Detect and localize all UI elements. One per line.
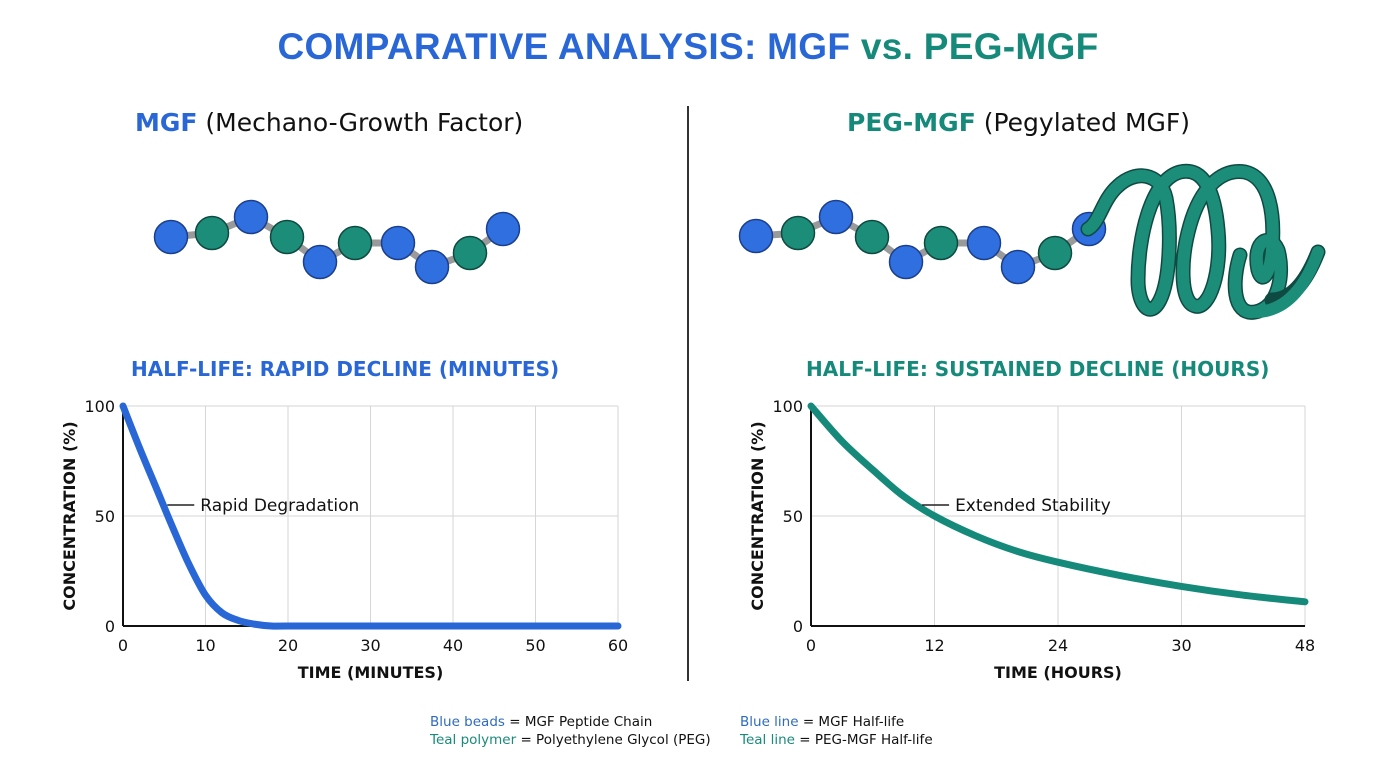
series-line [807,402,1309,606]
mgf-fullname: (Mechano-Growth Factor) [197,108,524,137]
x-tick-label: 30 [1171,636,1191,655]
legend-key: Teal polymer [430,732,517,748]
x-tick-label: 0 [806,636,816,655]
panel-divider [687,106,689,681]
mgf-subtitle: MGF (Mechano-Growth Factor) [135,108,523,137]
amino-acid-bead-blue [966,225,1002,261]
mgf-chart-title: HALF-LIFE: RAPID DECLINE (MINUTES) [131,357,560,381]
y-tick-label: 50 [783,507,803,526]
y-tick-label: 50 [95,507,115,526]
legend-key: Blue line [740,714,799,730]
mgf-name: MGF [135,108,198,137]
legend-item-blue-beads: Blue beads = MGF Peptide Chain [430,713,740,731]
y-tick-label: 0 [105,617,115,636]
amino-acid-bead-teal [923,225,959,261]
peg-polymer-coil [1080,163,1326,320]
amino-acid-bead-teal [194,215,230,251]
x-tick-label: 60 [608,636,628,655]
x-tick-label: 48 [1295,636,1315,655]
x-tick-label: 0 [118,636,128,655]
legend-key: Teal line [740,732,795,748]
amino-acid-bead-blue [818,199,854,235]
legend-key: Blue beads [430,714,505,730]
amino-acid-bead-teal [452,235,488,271]
main-title-part1: COMPARATIVE ANALYSIS: MGF [277,26,861,67]
legend-value: = Polyethylene Glycol (PEG) [516,732,711,748]
y-tick-label: 100 [84,397,115,416]
y-tick-label: 100 [772,397,803,416]
main-title-part2: vs. PEG-MGF [860,26,1099,67]
amino-acid-bead-teal [269,219,305,255]
x-tick-label: 20 [278,636,298,655]
amino-acid-bead-teal [854,219,890,255]
amino-acid-bead-teal [337,225,373,261]
y-axis-label: CONCENTRATION (%) [748,421,767,610]
mgf-half-life-chart: 0 10 20 30 40 50 60 0 50 100 TIME (MINUTES) CONCENT… [60,397,628,682]
legend-row-2: Teal polymer = Polyethylene Glycol (PEG)… [430,731,933,749]
legend-value: = PEG-MGF Half-life [794,732,933,748]
legend-row-1: Blue beads = MGF Peptide Chain Blue line… [430,713,933,731]
amino-acid-bead-blue [738,218,774,254]
amino-acid-bead-blue [414,249,450,285]
amino-acid-bead-blue [302,244,338,280]
y-axis-label: CONCENTRATION (%) [60,421,79,610]
legend-item-teal-polymer: Teal polymer = Polyethylene Glycol (PEG) [430,731,740,749]
peg-mgf-subtitle: PEG-MGF (Pegylated MGF) [847,108,1190,137]
amino-acid-bead-blue [485,211,521,247]
x-tick-label: 30 [360,636,380,655]
molecule-illustrations [153,163,1326,320]
amino-acid-bead-teal [780,215,816,251]
amino-acid-bead-blue [888,244,924,280]
x-tick-label: 10 [195,636,215,655]
peg-mgf-half-life-chart: 0 12 24 30 48 0 50 100 TIME (HOURS) CONCENTRATION… [748,397,1315,682]
legend-value: = MGF Half-life [798,714,905,730]
peg-mgf-fullname: (Pegylated MGF) [975,108,1191,137]
legend: Blue beads = MGF Peptide Chain Blue line… [430,713,933,749]
legend-value: = MGF Peptide Chain [504,714,653,730]
amino-acid-bead-blue [233,199,269,235]
amino-acid-bead-blue [1000,249,1036,285]
main-title: COMPARATIVE ANALYSIS: MGF vs. PEG-MGF [0,26,1376,68]
legend-item-blue-line: Blue line = MGF Half-life [740,713,904,731]
annotation-label: Extended Stability [955,496,1111,516]
x-axis-label: TIME (MINUTES) [298,663,444,682]
series-line [119,402,622,630]
x-tick-label: 40 [443,636,463,655]
annotation-label: Rapid Degradation [200,496,359,516]
mgf-peptide-chain [153,199,521,285]
x-tick-label: 12 [924,636,944,655]
x-tick-label: 24 [1048,636,1068,655]
amino-acid-bead-blue [153,219,189,255]
amino-acid-bead-blue [380,225,416,261]
amino-acid-bead-teal [1037,235,1073,271]
peg-mgf-name: PEG-MGF [847,108,976,137]
x-axis-label: TIME (HOURS) [994,663,1122,682]
x-tick-label: 50 [525,636,545,655]
peg-mgf-chart-title: HALF-LIFE: SUSTAINED DECLINE (HOURS) [806,357,1270,381]
y-tick-label: 0 [793,617,803,636]
peg-mgf-peptide-chain [738,199,1107,285]
legend-item-teal-line: Teal line = PEG-MGF Half-life [740,731,933,749]
